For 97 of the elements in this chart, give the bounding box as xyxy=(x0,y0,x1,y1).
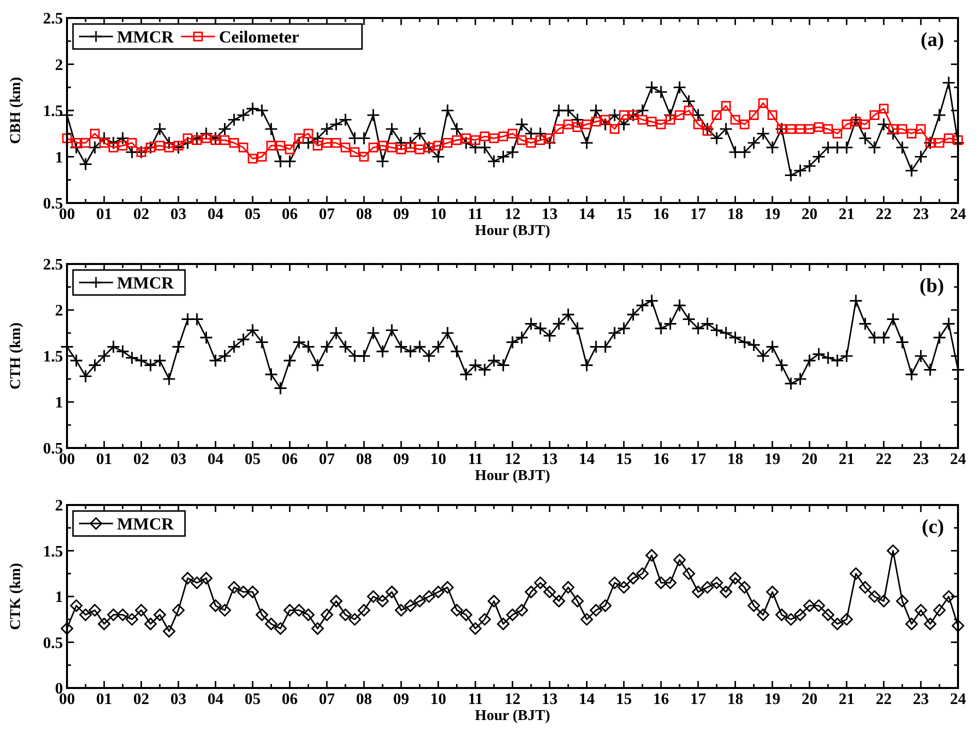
x-tick-label: 23 xyxy=(912,206,929,223)
y-tick-label: 2 xyxy=(55,498,63,515)
y-tick-label: 1.5 xyxy=(43,103,63,120)
y-tick-label: 1 xyxy=(55,149,63,166)
x-tick-label: 22 xyxy=(876,691,892,708)
x-tick-label: 07 xyxy=(318,691,335,708)
y-tick-label: 1.5 xyxy=(43,543,63,560)
y-tick-label: 1 xyxy=(55,589,63,606)
x-tick-label: 17 xyxy=(690,206,706,223)
x-tick-label: 01 xyxy=(96,451,112,468)
x-tick-label: 19 xyxy=(764,451,780,468)
x-tick-label: 09 xyxy=(393,206,410,223)
x-tick-label: 03 xyxy=(170,451,186,468)
x-tick-label: 08 xyxy=(356,206,372,223)
x-tick-label: 02 xyxy=(133,691,150,708)
y-tick-label: 2 xyxy=(55,56,63,74)
x-tick-label: 24 xyxy=(950,451,966,468)
x-tick-label: 12 xyxy=(504,206,520,223)
x-tick-label: 23 xyxy=(912,691,929,708)
x-tick-label: 18 xyxy=(727,691,744,708)
x-tick-label: 15 xyxy=(616,206,632,223)
legend-label: MMCR xyxy=(117,273,174,292)
x-tick-label: 13 xyxy=(542,691,558,708)
x-tick-label: 03 xyxy=(170,206,186,223)
x-tick-label: 08 xyxy=(356,451,372,468)
x-tick-label: 06 xyxy=(282,691,298,708)
x-tick-label: 14 xyxy=(578,206,595,223)
x-tick-label: 24 xyxy=(950,691,966,708)
annotation: (c) xyxy=(922,516,944,538)
x-tick-label: 13 xyxy=(542,206,558,223)
x-tick-label: 20 xyxy=(802,451,818,468)
x-tick-label: 04 xyxy=(208,691,224,708)
x-tick-label: 21 xyxy=(838,691,855,708)
legend-label: Ceilometer xyxy=(219,27,300,46)
x-tick-label: 02 xyxy=(133,206,150,223)
x-tick-label: 08 xyxy=(356,691,372,708)
y-tick-label: 1.5 xyxy=(43,348,63,366)
x-tick-label: 01 xyxy=(96,691,112,708)
x-tick-label: 05 xyxy=(244,691,261,708)
x-tick-label: 17 xyxy=(690,451,706,468)
y-axis-title: CTK (km) xyxy=(8,562,24,630)
x-tick-label: 20 xyxy=(802,691,818,708)
x-tick-label: 16 xyxy=(653,691,669,708)
x-tick-label: 16 xyxy=(653,206,669,223)
x-tick-label: 15 xyxy=(616,691,632,708)
x-axis-title: Hour (BJT) xyxy=(474,468,550,484)
x-tick-label: 09 xyxy=(393,691,410,708)
x-tick-label: 07 xyxy=(318,206,335,223)
x-tick-label: 10 xyxy=(430,206,446,223)
x-tick-label: 19 xyxy=(764,691,780,708)
x-tick-label: 07 xyxy=(318,451,335,468)
x-tick-label: 11 xyxy=(468,451,483,468)
x-tick-label: 04 xyxy=(208,451,224,468)
y-axis-title: CTH (km) xyxy=(8,322,24,390)
x-tick-label: 14 xyxy=(578,451,595,468)
x-tick-label: 24 xyxy=(950,206,966,223)
x-tick-label: 23 xyxy=(912,451,929,468)
x-tick-label: 03 xyxy=(170,691,186,708)
x-axis-title: Hour (BJT) xyxy=(474,223,550,239)
x-tick-label: 14 xyxy=(578,691,595,708)
x-tick-label: 09 xyxy=(393,451,410,468)
x-tick-label: 16 xyxy=(653,451,669,468)
x-tick-label: 05 xyxy=(244,206,261,223)
legend-label: MMCR xyxy=(117,514,174,534)
y-tick-label: 0.5 xyxy=(43,634,63,652)
y-tick-label: 1 xyxy=(55,394,63,412)
x-tick-label: 12 xyxy=(504,451,520,468)
y-tick-label: 2 xyxy=(55,302,63,320)
x-tick-label: 18 xyxy=(727,451,744,468)
x-tick-label: 10 xyxy=(430,451,446,468)
x-tick-label: 10 xyxy=(430,691,446,708)
legend-label: MMCR xyxy=(117,27,174,46)
x-tick-label: 05 xyxy=(244,451,261,468)
x-axis-title: Hour (BJT) xyxy=(474,708,550,724)
x-tick-label: 17 xyxy=(690,691,706,708)
x-tick-label: 22 xyxy=(876,451,892,468)
annotation: (b) xyxy=(920,275,944,297)
annotation: (a) xyxy=(920,29,944,51)
y-tick-label: 2.5 xyxy=(43,256,63,274)
x-tick-label: 15 xyxy=(616,451,632,468)
y-axis-title: CBH (km) xyxy=(8,76,24,144)
x-tick-label: 13 xyxy=(542,451,558,468)
x-tick-label: 04 xyxy=(208,206,224,223)
x-tick-label: 21 xyxy=(838,206,855,223)
x-tick-label: 21 xyxy=(838,451,855,468)
x-tick-label: 20 xyxy=(802,206,818,223)
x-tick-label: 22 xyxy=(876,206,892,223)
y-tick-label: 2.5 xyxy=(43,10,63,28)
x-tick-label: 11 xyxy=(468,691,483,708)
x-tick-label: 01 xyxy=(96,206,112,223)
x-tick-label: 11 xyxy=(468,206,483,223)
x-tick-label: 06 xyxy=(282,206,298,223)
x-tick-label: 06 xyxy=(282,451,298,468)
x-tick-label: 19 xyxy=(764,206,780,223)
x-tick-label: 18 xyxy=(727,206,744,223)
x-tick-label: 12 xyxy=(504,691,520,708)
x-tick-label: 02 xyxy=(133,451,150,468)
